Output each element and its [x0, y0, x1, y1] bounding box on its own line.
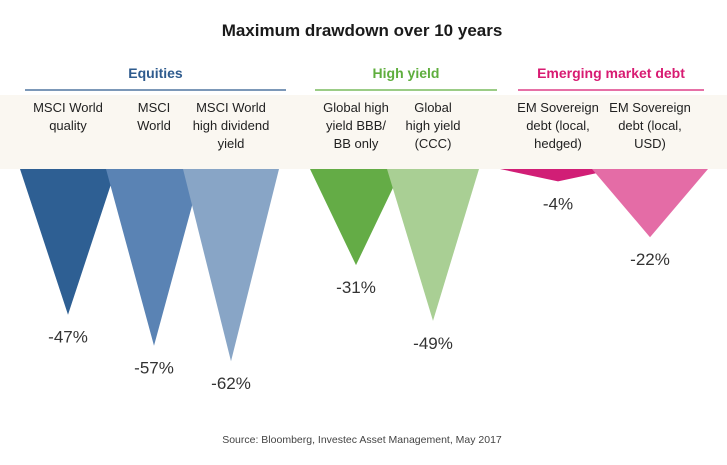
category-label: USD): [634, 136, 666, 151]
category-label: yield: [218, 136, 245, 151]
category-label: debt (local,: [526, 118, 590, 133]
category-label: Global: [414, 100, 452, 115]
group-label-high-yield: High yield: [373, 65, 440, 81]
category-label: debt (local,: [618, 118, 682, 133]
category-label: EM Sovereign: [517, 100, 599, 115]
drawdown-triangle: [183, 169, 279, 362]
category-label: MSCI World: [196, 100, 266, 115]
value-label: -62%: [211, 374, 251, 393]
value-label: -49%: [413, 334, 453, 353]
value-label: -47%: [48, 328, 88, 347]
drawdown-triangle: [20, 169, 116, 315]
category-label: high dividend: [193, 118, 270, 133]
category-label: hedged): [534, 136, 582, 151]
category-label: high yield: [406, 118, 461, 133]
category-label: EM Sovereign: [609, 100, 691, 115]
chart-title: Maximum drawdown over 10 years: [222, 21, 503, 40]
drawdown-triangle: [387, 169, 479, 321]
drawdown-triangle: [106, 169, 202, 346]
value-label: -4%: [543, 194, 573, 213]
category-label: World: [137, 118, 171, 133]
category-label: (CCC): [415, 136, 452, 151]
category-label: BB only: [334, 136, 379, 151]
drawdown-triangle: [310, 169, 402, 266]
value-label: -22%: [630, 250, 670, 269]
drawdown-triangle: [500, 169, 616, 182]
category-label: MSCI World: [33, 100, 103, 115]
category-label: yield BBB/: [326, 118, 386, 133]
value-label: -31%: [336, 278, 376, 297]
category-label: Global high: [323, 100, 389, 115]
source-note: Source: Bloomberg, Investec Asset Manage…: [222, 434, 502, 446]
category-label: MSCI: [138, 100, 171, 115]
drawdown-triangle: [592, 169, 708, 238]
value-label: -57%: [134, 359, 174, 378]
group-label-equities: Equities: [128, 65, 183, 81]
category-label: quality: [49, 118, 87, 133]
label-band: [0, 95, 727, 169]
group-label-emerging-market-debt: Emerging market debt: [537, 65, 685, 81]
